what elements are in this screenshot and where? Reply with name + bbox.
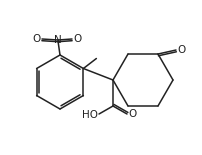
Text: HO: HO [82, 110, 98, 120]
Text: O: O [128, 109, 136, 119]
Text: O: O [177, 45, 185, 55]
Text: O: O [33, 34, 41, 44]
Text: N: N [54, 35, 62, 45]
Text: O: O [73, 34, 81, 44]
